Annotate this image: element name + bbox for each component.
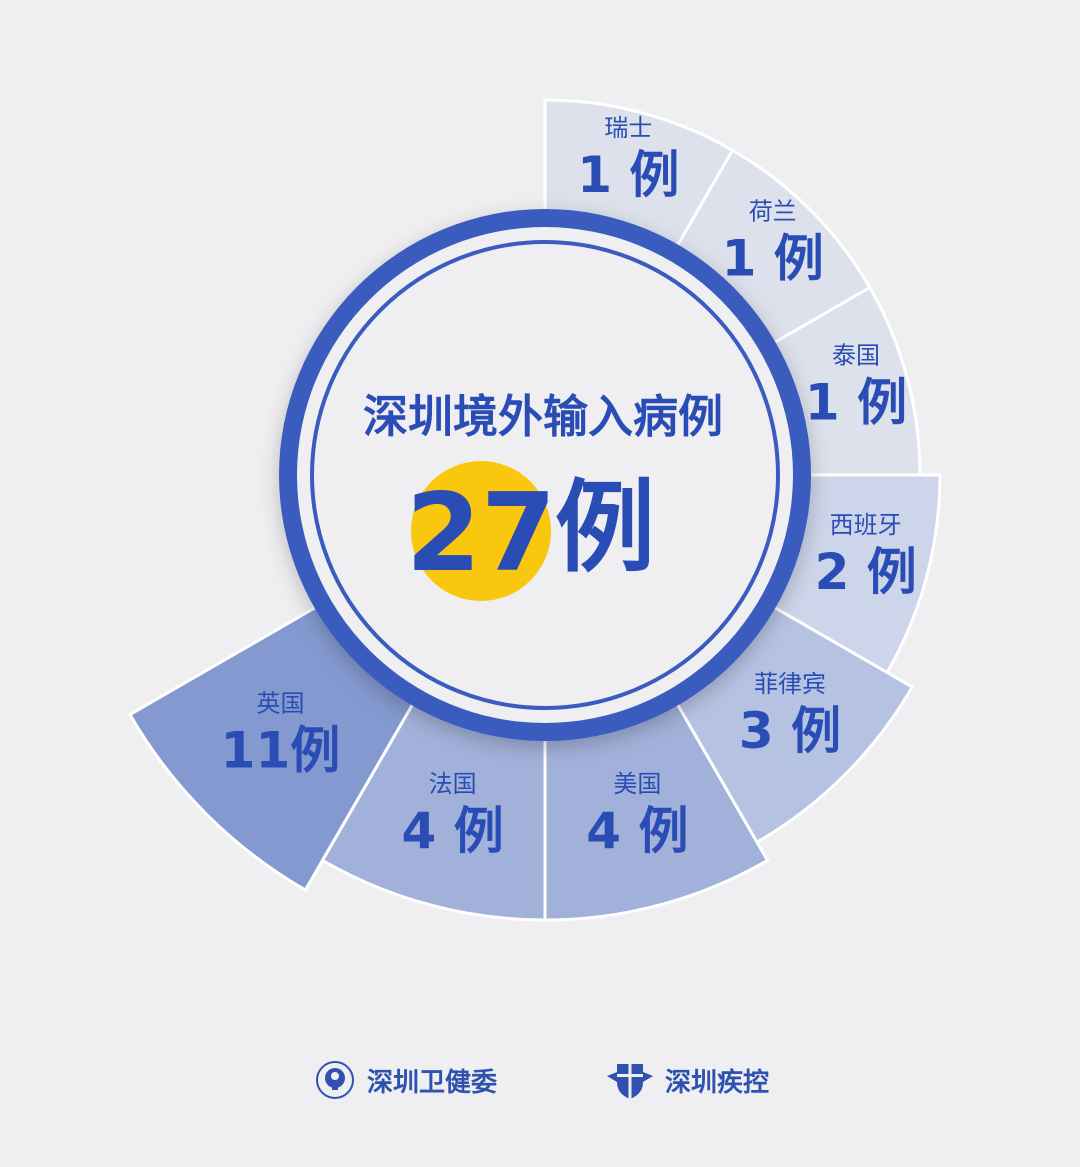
sector-label: 菲律宾 bbox=[754, 670, 826, 698]
sector-label: 西班牙 bbox=[830, 511, 902, 539]
sector-value-label: 4 例 bbox=[586, 802, 688, 860]
sector-label: 法国 bbox=[429, 770, 477, 798]
footer-org1: 深圳卫健委 bbox=[315, 1058, 497, 1102]
chart-title: 深圳境外输入病例 bbox=[363, 390, 723, 443]
health-commission-emblem-icon bbox=[316, 1061, 354, 1099]
footer-org1-label: 深圳卫健委 bbox=[367, 1067, 498, 1098]
sector-7 bbox=[127, 598, 422, 893]
sector-5 bbox=[543, 689, 770, 922]
sector-value-label: 2 例 bbox=[815, 543, 917, 601]
footer-org2: 深圳疾控 bbox=[607, 1058, 769, 1102]
sector-value-label: 11例 bbox=[221, 722, 341, 780]
sector-value-label: 1 例 bbox=[805, 374, 907, 432]
sector-label: 美国 bbox=[613, 770, 661, 798]
center-disc-inner bbox=[297, 227, 793, 723]
total-unit: 例 bbox=[555, 469, 655, 586]
sector-label: 泰国 bbox=[832, 342, 880, 370]
sector-value-label: 4 例 bbox=[402, 802, 504, 860]
cdc-shield-icon bbox=[607, 1064, 653, 1099]
sector-label: 英国 bbox=[256, 690, 304, 718]
footer-org2-label: 深圳疾控 bbox=[665, 1067, 770, 1098]
sector-value-label: 1 例 bbox=[722, 229, 824, 287]
sector-value-label: 1 例 bbox=[577, 146, 679, 204]
center-thin-ring bbox=[310, 240, 780, 710]
sector-value-label: 3 例 bbox=[739, 702, 841, 760]
total-value: 27 bbox=[406, 471, 556, 596]
total-highlight-circle bbox=[411, 461, 551, 601]
sector-6 bbox=[320, 689, 547, 922]
sector-label: 瑞士 bbox=[604, 114, 652, 142]
sector-label: 荷兰 bbox=[749, 197, 797, 225]
